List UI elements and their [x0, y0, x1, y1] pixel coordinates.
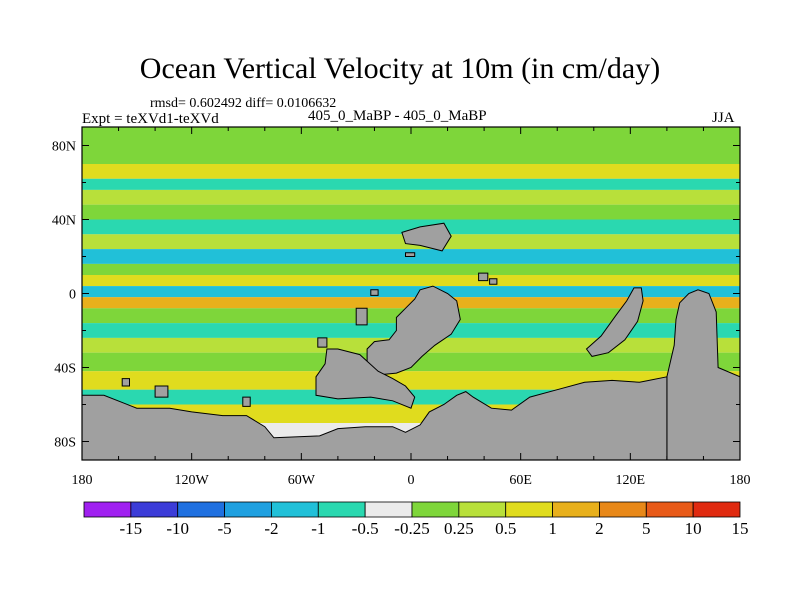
colorbar-label: 2 — [595, 519, 604, 538]
experiment-label: Expt = teXVd1-teXVd — [82, 111, 219, 127]
colorbar-swatch — [317, 501, 366, 518]
x-tick-label: 60W — [288, 473, 316, 488]
stats-label: rmsd= 0.602492 diff= 0.0106632 — [150, 96, 337, 111]
field-band — [82, 275, 740, 287]
colorbar-swatch — [552, 501, 600, 518]
colorbar-label: -1 — [311, 519, 325, 538]
land-western-island-a — [355, 307, 368, 326]
colorbar-label: -5 — [217, 519, 231, 538]
colorbar-swatch — [599, 501, 647, 518]
field-band — [82, 164, 740, 179]
colorbar: -15 -10 -5 -2 -1 -0.5 -0.25 0.25 0.5 1 2 5 10 15 — [83, 501, 749, 538]
y-tick-label: 40N — [52, 214, 76, 229]
colorbar-label: -2 — [264, 519, 278, 538]
colorbar-swatch — [364, 501, 413, 518]
x-tick-label: 120W — [175, 473, 210, 488]
field-band — [82, 204, 740, 220]
colorbar-swatch — [130, 501, 179, 518]
colorbar-label: -10 — [166, 519, 189, 538]
x-tick-label: 180 — [72, 473, 93, 488]
land-small-island-2 — [242, 396, 251, 407]
x-tick-label: 120E — [616, 473, 646, 488]
land-southern-arc — [315, 348, 416, 409]
x-tick-label: 60E — [509, 473, 532, 488]
land-small-island-3 — [121, 378, 130, 387]
colorbar-swatch — [224, 501, 272, 518]
colorbar-swatch — [271, 501, 319, 518]
field-band — [82, 286, 740, 298]
colorbar-label: 5 — [642, 519, 651, 538]
land-northern-continent — [401, 222, 452, 252]
colorbar-swatch — [411, 501, 460, 518]
colorbar-label: 15 — [732, 519, 749, 538]
field-band — [82, 178, 740, 190]
x-tick-label: 180 — [730, 473, 751, 488]
y-tick-label: 0 — [69, 288, 76, 303]
colorbar-label: 1 — [548, 519, 557, 538]
case-label: 405_0_MaBP - 405_0_MaBP — [308, 108, 487, 124]
colorbar-label: 10 — [685, 519, 702, 538]
axes-layer: 180 120W 60W 0 60E 120E 180 80N 40N 0 40S 80S — [52, 127, 751, 488]
season-label: JJA — [712, 110, 735, 126]
field-band — [82, 189, 740, 205]
field-band — [82, 219, 740, 235]
land-western-island-b — [317, 337, 328, 348]
x-tick-label: 0 — [408, 473, 415, 488]
map-title: Ocean Vertical Velocity at 10m (in cm/da… — [139, 52, 661, 85]
colorbar-swatch — [458, 501, 507, 518]
colorbar-swatch — [505, 501, 553, 518]
colorbar-label: -0.5 — [352, 519, 379, 538]
colorbar-label: -15 — [120, 519, 143, 538]
colorbar-swatch — [83, 501, 132, 518]
land-western-landmass — [366, 285, 461, 376]
land-layer — [82, 222, 740, 460]
land-southern-strip — [82, 376, 668, 460]
colorbar-swatch — [645, 501, 694, 518]
land-northern-island-4 — [370, 289, 379, 296]
colorbar-label: 0.5 — [495, 519, 516, 538]
land-eastern-peninsula — [585, 287, 644, 357]
y-tick-label: 40S — [54, 362, 76, 377]
field-band — [82, 263, 740, 275]
land-northern-island-3 — [489, 278, 498, 285]
colorbar-label: -0.25 — [394, 519, 429, 538]
colorbar-label: 0.25 — [444, 519, 474, 538]
colorbar-swatch — [692, 501, 741, 518]
land-eastern-mountain — [666, 289, 740, 460]
colorbar-swatch — [177, 501, 225, 518]
y-tick-label: 80N — [52, 140, 76, 155]
y-tick-label: 80S — [54, 436, 76, 451]
land-small-island-1 — [154, 385, 169, 398]
land-northern-island-1 — [405, 252, 416, 257]
land-northern-island-2 — [478, 272, 489, 282]
